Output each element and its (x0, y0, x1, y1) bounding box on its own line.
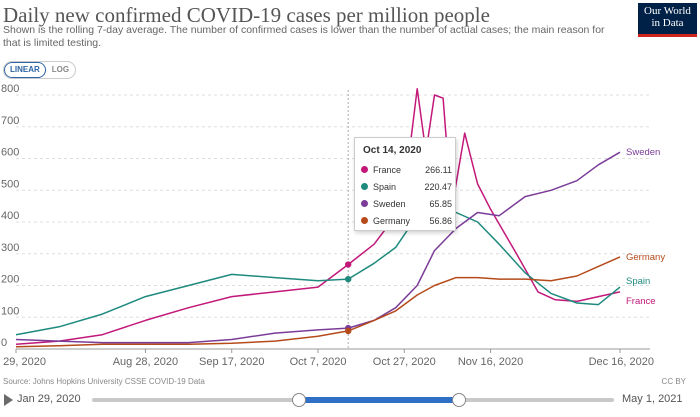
play-icon[interactable] (4, 394, 13, 406)
hover-point-germany (345, 327, 352, 335)
y-tick-label: 600 (1, 147, 19, 159)
legend-dot (361, 166, 368, 173)
x-tick-label: Aug 28, 2020 (113, 356, 178, 368)
legend-dot (361, 200, 368, 207)
tooltip-series-value: 65.85 (429, 198, 452, 209)
license-label[interactable]: CC BY (661, 377, 686, 386)
series-label-france: France (626, 296, 656, 307)
x-tick-label: Nov 16, 2020 (458, 356, 523, 368)
tooltip-series-name: France (373, 164, 402, 175)
x-tick-label: Oct 7, 2020 (290, 356, 347, 368)
series-label-spain: Spain (626, 276, 650, 287)
tooltip-series-value: 56.86 (429, 215, 452, 226)
y-tick-label: 0 (1, 337, 7, 349)
tooltip-series-name: Germany (373, 215, 411, 226)
y-axis: 0 100 200 300 400 500 600 700 800 (1, 83, 19, 349)
hover-point-france (345, 261, 352, 268)
y-tick-label: 500 (1, 178, 19, 190)
timeline-start-label: Jan 29, 2020 (17, 393, 81, 405)
tooltip-series-name: Spain (373, 181, 397, 192)
series-end-labels: France Spain Sweden Germany (626, 147, 665, 307)
y-tick-label: 800 (1, 83, 19, 95)
gridlines (16, 94, 650, 350)
tooltip-series-value: 220.47 (424, 181, 452, 192)
timeline-end-label: May 1, 2021 (622, 393, 683, 405)
logo-line-1: Our World (644, 5, 691, 17)
hover-point-spain (345, 275, 352, 283)
x-tick-label: Dec 16, 2020 (589, 356, 654, 368)
x-tick-label: Jul 29, 2020 (0, 356, 46, 368)
series-line-sweden (15, 151, 621, 344)
y-tick-label: 400 (1, 210, 19, 222)
timeline-selected-range[interactable] (298, 397, 458, 403)
tooltip-series-value: 266.11 (425, 164, 452, 175)
tooltip-series-name: Sweden (373, 198, 406, 209)
legend-dot (361, 183, 368, 190)
tooltip-rows: France 266.11 Spain 220.47 Sweden 65.85 German… (355, 161, 455, 229)
series-lines (15, 87, 621, 348)
series-line-france (15, 87, 621, 345)
scale-toggle: LINEAR LOG (3, 61, 77, 79)
hover-indicator (345, 90, 352, 349)
series-line-spain (15, 210, 621, 336)
legend-dot (361, 217, 368, 224)
y-tick-label: 200 (1, 274, 19, 286)
y-tick-label: 700 (1, 115, 19, 127)
timeline-start-handle[interactable] (292, 393, 306, 407)
y-tick-label: 100 (1, 305, 19, 317)
owid-logo[interactable]: Our World in Data (638, 3, 697, 37)
source-note[interactable]: Source: Johns Hopkins University CSSE CO… (3, 377, 205, 386)
series-label-sweden: Sweden (626, 147, 660, 158)
tooltip-row: Germany 56.86 (355, 212, 455, 229)
x-tick-label: Sep 17, 2020 (199, 356, 264, 368)
series-line-germany (15, 256, 621, 348)
chart-subtitle: Shown is the rolling 7-day average. The … (3, 24, 605, 49)
linear-scale-button[interactable]: LINEAR (4, 62, 46, 78)
tooltip-row: Spain 220.47 (355, 178, 455, 195)
log-scale-button[interactable]: LOG (51, 65, 70, 74)
tooltip-date: Oct 14, 2020 (363, 145, 422, 156)
y-tick-label: 300 (1, 242, 19, 254)
logo-line-2: in Data (651, 17, 684, 29)
x-tick-label: Oct 27, 2020 (373, 356, 436, 368)
x-axis: Jul 29, 2020 Aug 28, 2020 Sep 17, 2020 Oct … (0, 349, 654, 368)
tooltip-row: France 266.11 (355, 161, 455, 178)
chart-title: Daily new confirmed COVID-19 cases per m… (3, 3, 490, 27)
series-label-germany: Germany (626, 252, 665, 263)
timeline-end-handle[interactable] (452, 393, 466, 407)
hover-tooltip: Oct 14, 2020 France 266.11 Spain 220.47 Swed… (354, 137, 456, 231)
tooltip-row: Sweden 65.85 (355, 195, 455, 212)
